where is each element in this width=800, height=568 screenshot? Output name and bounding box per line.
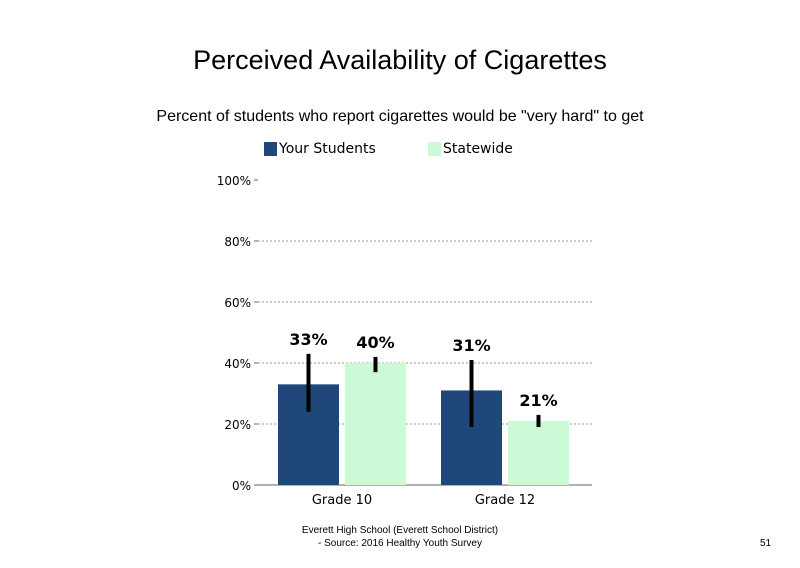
legend-label-statewide: Statewide (443, 141, 513, 157)
footer-source: - Source: 2016 Healthy Youth Survey (318, 538, 482, 549)
data-label: 40% (356, 333, 394, 352)
y-tick-label: 80% (224, 235, 251, 249)
category-label: Grade 12 (475, 493, 535, 508)
data-label: 21% (519, 391, 557, 410)
footer-school: Everett High School (Everett School Dist… (301, 525, 499, 536)
y-tick-label: 20% (224, 418, 251, 432)
y-tick-label: 0% (232, 479, 251, 493)
legend-label-your-students: Your Students (279, 141, 376, 157)
bar (345, 363, 406, 485)
legend-swatch-your-students (264, 142, 277, 156)
data-label: 33% (289, 330, 327, 349)
chart-title: Perceived Availability of Cigarettes (193, 45, 607, 75)
y-tick-label: 100% (217, 174, 251, 188)
y-tick-label: 60% (224, 296, 251, 310)
y-tick-label: 40% (224, 357, 251, 371)
legend-swatch-statewide (428, 142, 441, 156)
bar (508, 420, 569, 485)
category-label: Grade 10 (312, 493, 372, 508)
data-label: 31% (452, 336, 490, 355)
page-number: 51 (760, 538, 772, 549)
chart-subtitle: Percent of students who report cigarette… (156, 108, 644, 125)
